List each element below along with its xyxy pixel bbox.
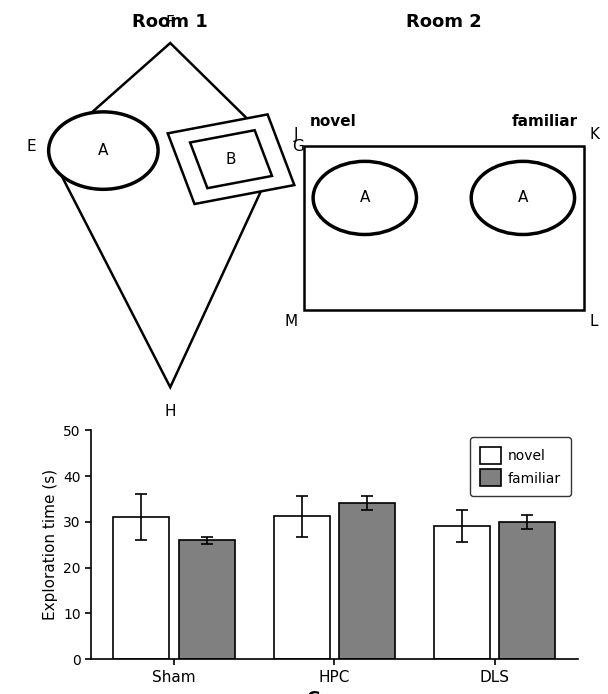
Text: familiar: familiar bbox=[511, 114, 578, 129]
Y-axis label: Exploration time (s): Exploration time (s) bbox=[43, 469, 58, 620]
Bar bbox=[434, 527, 490, 659]
Text: J: J bbox=[294, 127, 298, 142]
Text: F: F bbox=[166, 15, 174, 30]
Legend: novel, familiar: novel, familiar bbox=[471, 437, 571, 496]
Text: G: G bbox=[292, 139, 304, 154]
Text: H: H bbox=[165, 405, 176, 419]
Text: Room 1: Room 1 bbox=[133, 13, 208, 31]
Bar bbox=[274, 516, 330, 659]
Text: E: E bbox=[27, 139, 36, 154]
Bar bbox=[499, 522, 556, 659]
Circle shape bbox=[49, 112, 158, 189]
Text: A: A bbox=[517, 190, 528, 205]
Text: A: A bbox=[359, 190, 370, 205]
Text: K: K bbox=[590, 127, 599, 142]
Bar bbox=[113, 517, 170, 659]
X-axis label: Group: Group bbox=[306, 691, 363, 694]
Bar bbox=[304, 146, 584, 310]
Text: novel: novel bbox=[310, 114, 357, 129]
Text: M: M bbox=[285, 314, 298, 329]
Text: A: A bbox=[98, 143, 109, 158]
Circle shape bbox=[471, 162, 575, 235]
Text: L: L bbox=[590, 314, 598, 329]
Bar bbox=[179, 540, 235, 659]
Bar bbox=[339, 502, 395, 659]
Polygon shape bbox=[168, 115, 294, 204]
Text: B: B bbox=[226, 152, 237, 167]
Circle shape bbox=[313, 162, 416, 235]
Text: Room 2: Room 2 bbox=[406, 13, 482, 31]
